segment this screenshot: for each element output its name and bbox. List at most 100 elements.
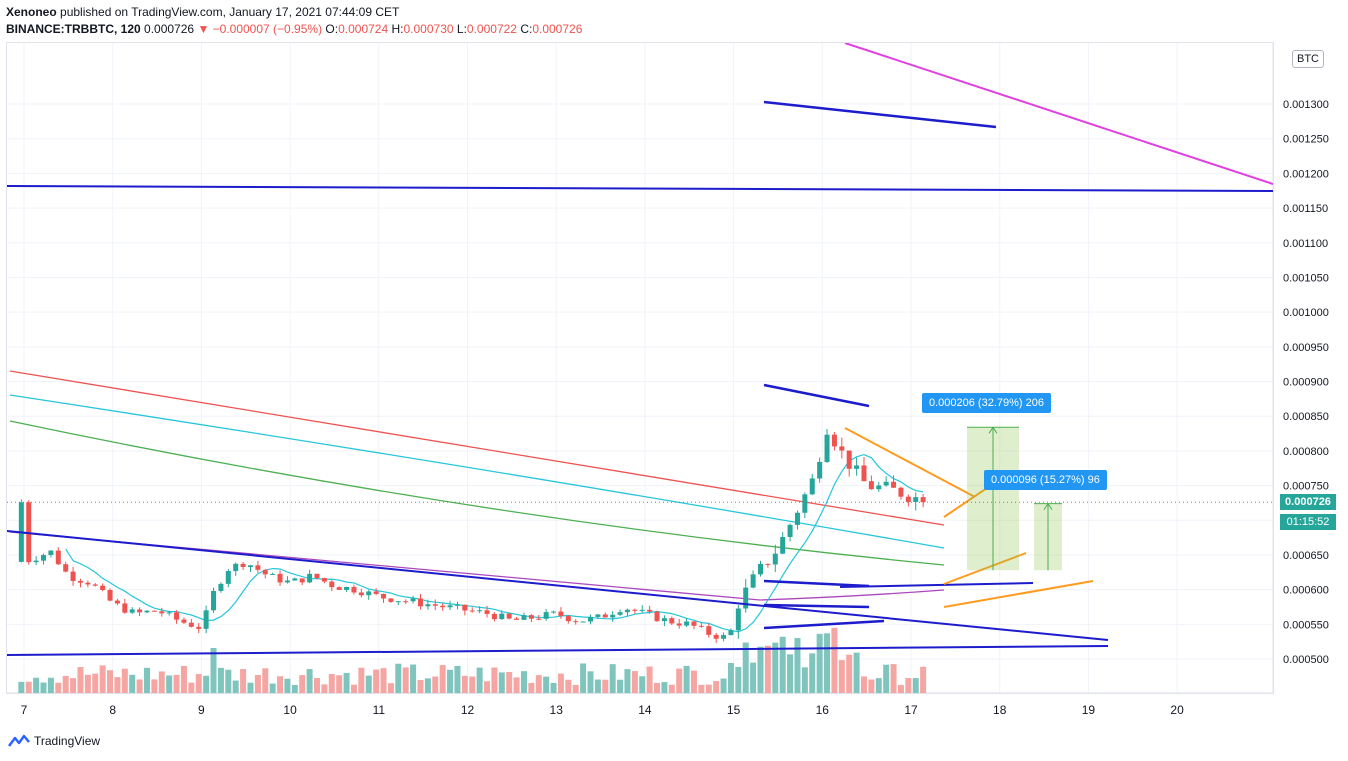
volume-bar	[735, 666, 742, 693]
candle-body	[284, 580, 290, 583]
candle-body	[395, 601, 401, 603]
candle-body	[314, 573, 320, 579]
volume-bar	[764, 645, 771, 693]
volume-bar	[336, 675, 343, 693]
volume-bar	[639, 676, 646, 693]
candle-body	[122, 603, 128, 613]
volume-bar	[757, 646, 764, 693]
y-tick-label: 0.001300	[1283, 99, 1329, 111]
volume-bar	[62, 675, 69, 693]
y-tick-label: 0.000650	[1283, 550, 1329, 562]
candle-body	[381, 593, 387, 599]
candle-body	[639, 609, 645, 611]
volume-bar	[180, 665, 187, 693]
candle-body	[477, 610, 483, 612]
volume-bar	[602, 679, 609, 693]
mid-trend-segment	[763, 383, 870, 408]
volume-bar	[617, 679, 624, 693]
volume-bar	[143, 667, 150, 693]
volume-bar	[683, 665, 690, 693]
candle-body	[721, 635, 727, 639]
candle-body	[506, 613, 512, 619]
volume-bar	[705, 684, 712, 693]
currency-badge[interactable]: BTC	[1292, 50, 1324, 68]
x-tick-label: 14	[638, 703, 652, 717]
ma-green-line	[9, 420, 945, 566]
volume-bar	[84, 674, 91, 693]
volume-bar	[520, 671, 527, 693]
volume-bar	[572, 684, 579, 693]
volume-bar	[247, 682, 254, 693]
candle-body	[876, 485, 882, 490]
volume-bar	[447, 669, 454, 693]
volume-bar	[779, 636, 786, 693]
candle-body	[846, 450, 852, 469]
candle-body	[440, 605, 446, 608]
volume-bar	[121, 668, 128, 693]
y-tick-label: 0.001250	[1283, 134, 1329, 146]
y-tick-label: 0.001150	[1283, 203, 1328, 215]
x-tick-label: 8	[109, 703, 116, 717]
candle-body	[536, 618, 542, 620]
candle-body	[772, 553, 778, 565]
candle-body	[307, 573, 313, 583]
volume-bar	[609, 664, 616, 693]
candle-body	[144, 610, 150, 613]
measure-label-small[interactable]: 0.000096 (15.27%) 96	[984, 470, 1107, 490]
volume-bar	[77, 667, 84, 693]
measure-label-large[interactable]: 0.000206 (32.79%) 206	[922, 393, 1051, 414]
y-tick-label: 0.001000	[1283, 307, 1329, 319]
volume-bar	[284, 678, 291, 693]
volume-bar	[136, 679, 143, 693]
volume-bar	[158, 671, 165, 693]
y-tick-label: 0.000950	[1283, 342, 1329, 354]
volume-bar	[25, 681, 32, 693]
candle-body	[454, 604, 460, 606]
publish-info: published on TradingView.com, January 17…	[60, 5, 400, 19]
volume-bar	[528, 682, 535, 693]
candle-body	[48, 550, 54, 555]
volume-bar	[373, 669, 380, 693]
candle-body	[883, 481, 889, 486]
candle-body	[632, 609, 638, 611]
volume-bar	[912, 678, 919, 693]
volume-bar	[203, 675, 210, 693]
candle-body	[255, 565, 261, 570]
candle-body	[292, 578, 298, 581]
candle-body	[802, 494, 808, 513]
y-tick-label: 0.000800	[1283, 446, 1329, 458]
volume-bar	[328, 674, 335, 693]
volume-bar	[905, 678, 912, 693]
volume-bar	[883, 664, 890, 693]
close-value: 0.000726	[532, 22, 583, 36]
horizontal-resistance-line	[7, 185, 1273, 192]
volume-bar	[469, 676, 476, 693]
candle-body	[299, 578, 305, 583]
candle-body	[211, 590, 217, 611]
price-change: ▼ −0.000007 (−0.95%)	[197, 22, 323, 36]
volume-bar	[742, 642, 749, 693]
volume-bar	[787, 654, 794, 693]
candle-body	[587, 616, 593, 622]
candle-body	[247, 565, 253, 568]
volume-bar	[860, 676, 867, 693]
measure-arrow-head	[988, 426, 998, 434]
x-tick-label: 17	[904, 703, 918, 717]
volume-bar	[535, 675, 542, 693]
volume-bar	[816, 633, 823, 693]
candle-body	[159, 611, 165, 614]
candle-body	[484, 610, 490, 614]
volume-bar	[365, 675, 372, 693]
y-tick-label: 0.001050	[1283, 272, 1329, 284]
x-tick-label: 10	[283, 703, 297, 717]
volume-bar	[33, 677, 40, 693]
candle-body	[403, 601, 409, 603]
volume-bar	[306, 669, 313, 693]
short-segment-2	[763, 603, 870, 609]
candle-body	[898, 487, 904, 497]
footer-brand[interactable]: TradingView	[8, 734, 100, 748]
volume-bar	[484, 681, 491, 693]
footer-brand-label: TradingView	[34, 734, 101, 748]
candle-body	[277, 573, 283, 583]
